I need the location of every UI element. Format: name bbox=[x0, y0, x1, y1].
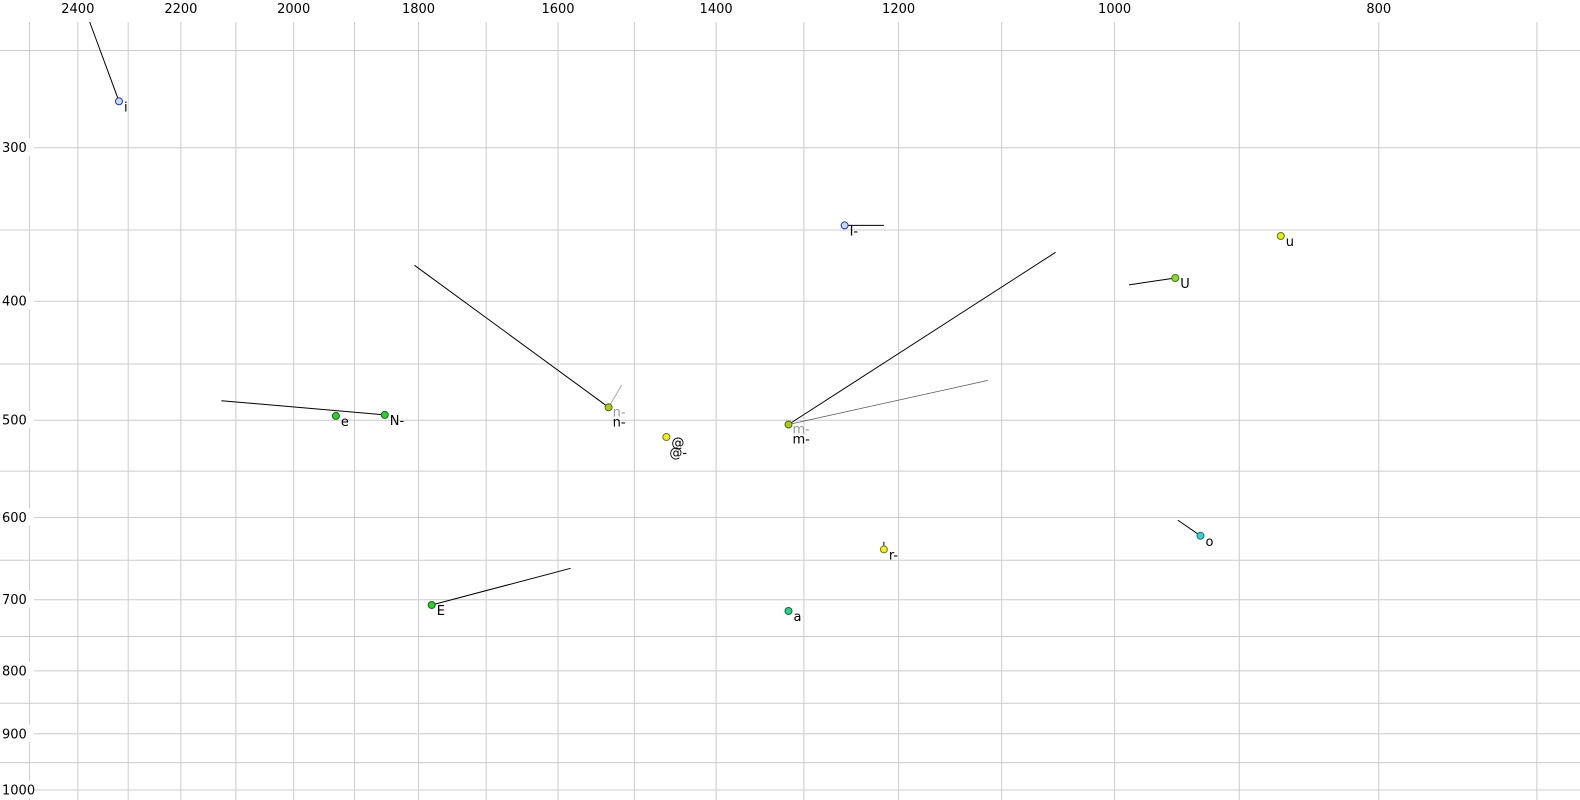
trajectory-line bbox=[1177, 519, 1201, 537]
vowel-label-rr: r- bbox=[889, 548, 899, 563]
vowel-point-o bbox=[1196, 531, 1205, 540]
vowel-point-Nr bbox=[380, 410, 389, 419]
y-axis-tick-labels: 300 400 500 600 700 800 900 1000 bbox=[0, 138, 35, 799]
vowel-ghost-label-mr: m- bbox=[793, 423, 811, 438]
vowel-point-a bbox=[784, 607, 793, 615]
y-tick-label: 700 bbox=[2, 593, 27, 608]
vowel-point-i bbox=[115, 97, 123, 106]
y-tick-label: 400 bbox=[2, 295, 27, 310]
y-tick-label: 600 bbox=[2, 511, 27, 526]
x-tick-label: 800 bbox=[1366, 2, 1391, 17]
vowel-label-Ir: I- bbox=[850, 224, 859, 239]
vowel-label-U: U bbox=[1180, 277, 1190, 292]
x-axis-tick-labels: 2400 2200 2000 1800 1600 1400 1200 1000 800 bbox=[61, 2, 1391, 17]
vowel-point-E bbox=[427, 601, 436, 609]
vowel-label-i: i bbox=[124, 100, 128, 115]
vowel-point-u bbox=[1276, 232, 1285, 240]
trajectory-line bbox=[608, 384, 623, 408]
vowel-sub-label-at: @- bbox=[669, 446, 687, 461]
vowel-ghost-label-nr: n- bbox=[613, 405, 626, 420]
trajectory-line bbox=[221, 400, 385, 416]
trajectory-lines bbox=[89, 21, 1201, 606]
y-tick-label: 1000 bbox=[2, 784, 35, 799]
data-points: i e N- En-n- @@- m-m- I-r-a Uu o bbox=[115, 97, 1294, 625]
trajectory-line bbox=[1128, 277, 1176, 286]
vowel-point-rr bbox=[879, 545, 888, 554]
vowel-label-E: E bbox=[437, 604, 445, 619]
x-tick-label: 1800 bbox=[402, 2, 435, 17]
vowel-label-Nr: N- bbox=[390, 414, 405, 429]
vowel-label-at: @ bbox=[671, 436, 684, 451]
vowel-point-Ir bbox=[840, 221, 849, 230]
horizontal-gridlines bbox=[0, 50, 1580, 791]
trajectory-line bbox=[414, 264, 609, 408]
trajectory-line bbox=[89, 21, 120, 102]
vowel-label-nr: n- bbox=[613, 415, 626, 430]
trajectory-line bbox=[788, 380, 988, 425]
vowel-point-nr bbox=[604, 403, 613, 412]
vowel-point-U bbox=[1171, 274, 1180, 282]
y-tick-label: 900 bbox=[2, 727, 27, 742]
vowel-point-e bbox=[331, 411, 340, 420]
vowel-label-a: a bbox=[794, 610, 802, 625]
trajectory-line bbox=[431, 567, 571, 606]
vowel-label-mr: m- bbox=[793, 433, 811, 448]
vowel-point-mr bbox=[784, 420, 793, 429]
x-tick-label: 1200 bbox=[882, 2, 915, 17]
x-tick-label: 1600 bbox=[541, 2, 574, 17]
vowel-point-at bbox=[662, 433, 671, 441]
x-tick-label: 2000 bbox=[277, 2, 310, 17]
x-tick-label: 2400 bbox=[61, 2, 94, 17]
vertical-gridlines bbox=[29, 22, 1538, 800]
vowel-label-e: e bbox=[341, 415, 349, 430]
x-tick-label: 2200 bbox=[164, 2, 197, 17]
vowel-label-o: o bbox=[1206, 535, 1214, 550]
x-tick-label: 1400 bbox=[700, 2, 733, 17]
y-tick-label: 800 bbox=[2, 664, 27, 679]
y-tick-label: 500 bbox=[2, 414, 27, 429]
y-tick-label: 300 bbox=[2, 141, 27, 156]
x-tick-label: 1000 bbox=[1098, 2, 1131, 17]
vowel-label-u: u bbox=[1286, 235, 1294, 250]
trajectory-line bbox=[788, 251, 1056, 425]
